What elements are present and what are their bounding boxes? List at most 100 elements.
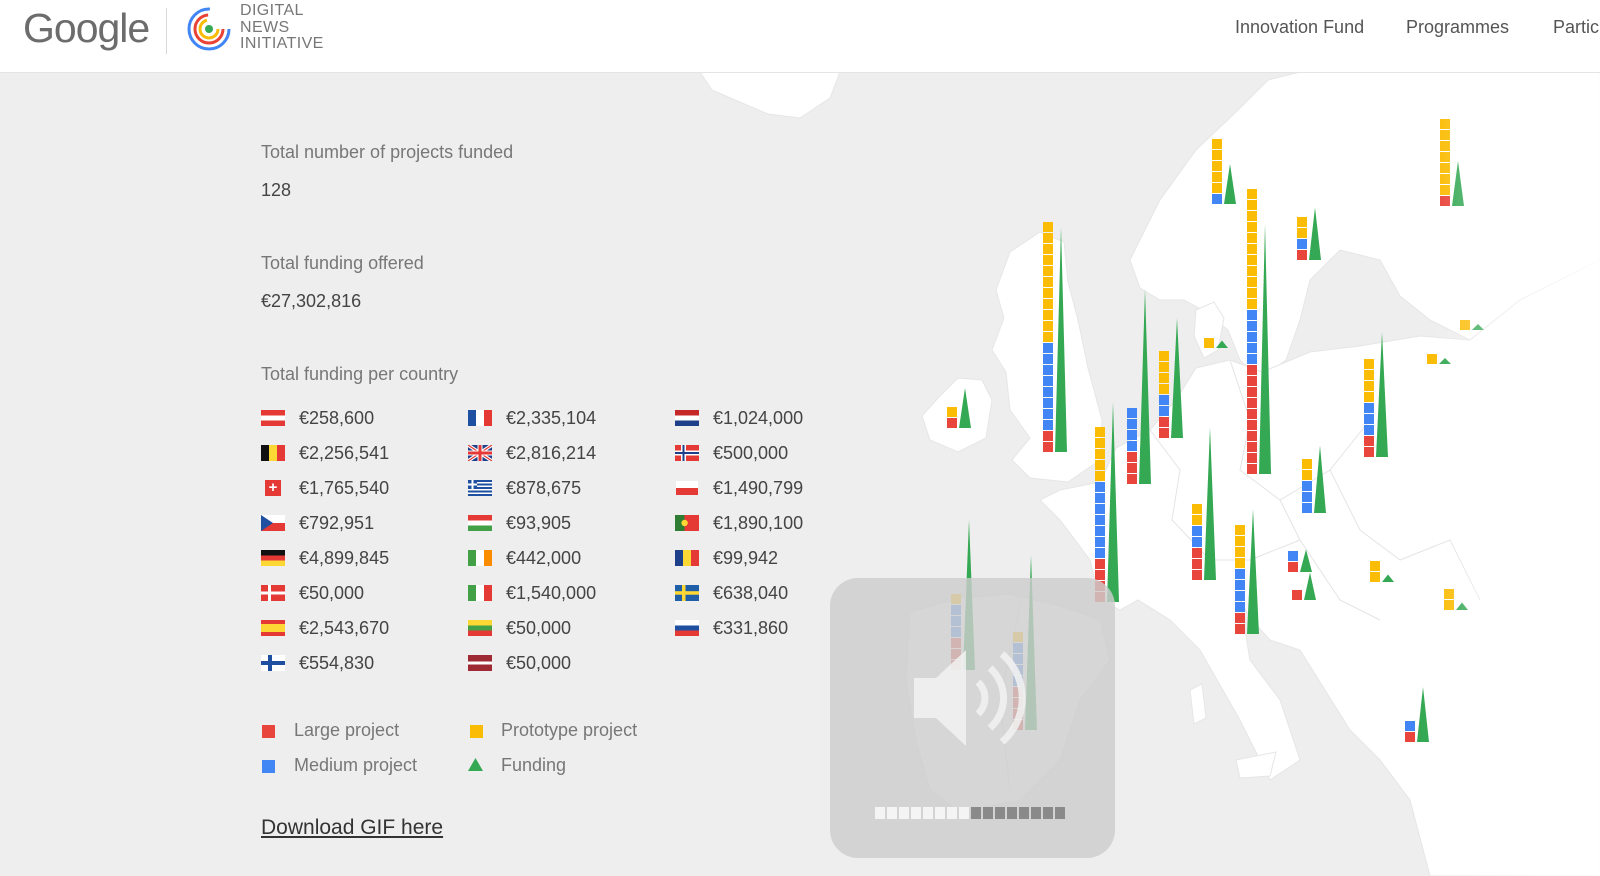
speaker-volume-icon	[914, 650, 1026, 746]
marker-italy[interactable]	[1235, 509, 1259, 634]
funding-triangle	[1259, 224, 1271, 474]
country-amount: €50,000	[506, 618, 572, 638]
medium-project-square	[1043, 387, 1053, 397]
marker-denmark[interactable]	[1204, 338, 1228, 348]
volume-step	[947, 807, 957, 819]
large-project-swatch	[262, 725, 275, 738]
prototype-project-square	[1440, 174, 1450, 184]
prototype-project-square	[1247, 288, 1257, 298]
large-project-square	[947, 418, 957, 428]
prototype-project-square	[1247, 189, 1257, 199]
medium-project-square	[1364, 425, 1374, 435]
volume-step	[911, 807, 921, 819]
prototype-project-square	[1247, 244, 1257, 254]
prototype-project-square	[1444, 589, 1454, 599]
medium-project-square	[1247, 354, 1257, 364]
volume-step	[1055, 807, 1065, 819]
prototype-project-square	[1440, 185, 1450, 195]
prototype-project-square	[1095, 471, 1105, 481]
dni-logo-line: INITIATIVE	[240, 35, 324, 52]
marker-czech-republic[interactable]	[1302, 445, 1326, 514]
medium-project-square	[1127, 430, 1137, 440]
prototype-project-square	[1043, 255, 1053, 265]
legend-large-label: Large project	[294, 720, 400, 740]
volume-step	[1019, 807, 1029, 819]
sweden-flag	[675, 585, 699, 601]
prototype-project-square	[1043, 233, 1053, 243]
slovenia-flag	[675, 620, 699, 636]
medium-project-square	[1159, 406, 1169, 416]
volume-step	[1007, 807, 1017, 819]
projects-funded-value: 128	[261, 180, 292, 200]
medium-project-square	[1095, 537, 1105, 547]
dni-logo-icon[interactable]	[186, 6, 232, 52]
portugal-flag	[675, 515, 699, 531]
country-amount: €2,335,104	[506, 408, 597, 428]
nav-programmes[interactable]: Programmes	[1406, 17, 1510, 37]
continental-europe-landmass	[1039, 259, 1600, 876]
country-amount: €638,040	[713, 583, 789, 603]
funding-triangle	[1224, 164, 1236, 204]
prototype-project-square	[1364, 381, 1374, 391]
country-amount: €792,951	[299, 513, 375, 533]
country-amount: €442,000	[506, 548, 582, 568]
marker-greece[interactable]	[1405, 687, 1429, 742]
netherlands-flag	[675, 410, 699, 426]
prototype-project-square	[1043, 266, 1053, 276]
prototype-project-square	[1235, 558, 1245, 568]
large-project-square	[1247, 398, 1257, 408]
country-amount: €2,816,214	[506, 443, 597, 463]
marker-hungary[interactable]	[1370, 561, 1394, 582]
belgium-flag	[261, 445, 285, 461]
prototype-project-square	[1364, 359, 1374, 369]
download-gif-link[interactable]: Download GIF here	[261, 816, 444, 839]
funding-triangle	[1376, 332, 1388, 457]
medium-project-square	[1235, 591, 1245, 601]
prototype-project-square	[1247, 266, 1257, 276]
prototype-project-square	[1095, 427, 1105, 437]
romania-flag	[675, 550, 699, 566]
funding-triangle	[1382, 574, 1394, 582]
marker-norway[interactable]	[1212, 139, 1236, 204]
marker-belgium[interactable]	[1127, 289, 1151, 484]
volume-step	[899, 807, 909, 819]
marker-sweden[interactable]	[1297, 207, 1321, 261]
funding-triangle	[1417, 687, 1429, 742]
dni-logo-wordmark[interactable]: DIGITAL NEWS INITIATIVE	[240, 2, 324, 53]
marker-poland[interactable]	[1364, 332, 1388, 457]
nav-partners[interactable]: Partic	[1553, 17, 1600, 37]
medium-project-square	[1159, 395, 1169, 405]
large-project-square	[1247, 420, 1257, 430]
marker-ireland[interactable]	[947, 388, 971, 428]
spain-flag	[261, 620, 285, 636]
large-project-square	[1095, 570, 1105, 580]
marker-slovenia[interactable]	[1292, 572, 1316, 601]
prototype-project-square	[1043, 310, 1053, 320]
volume-level-bar[interactable]	[875, 807, 1070, 819]
marker-switzerland[interactable]	[1192, 427, 1216, 581]
prototype-project-square	[1095, 438, 1105, 448]
funding-triangle	[1314, 445, 1326, 513]
finland-flag	[261, 655, 285, 671]
prototype-project-square	[1043, 222, 1053, 232]
country-amount: €2,543,670	[299, 618, 390, 638]
country-amount: €258,600	[299, 408, 375, 428]
germany-flag	[261, 550, 285, 566]
marker-netherlands[interactable]	[1159, 318, 1183, 438]
legend-funding-label: Funding	[501, 755, 567, 775]
marker-united-kingdom[interactable]	[1043, 222, 1067, 452]
funding-triangle	[1139, 289, 1151, 484]
switzerland-flag: +	[265, 480, 281, 496]
prototype-project-square	[1440, 141, 1450, 151]
nav-innovation-fund[interactable]: Innovation Fund	[1235, 17, 1365, 37]
medium-project-square	[1288, 551, 1298, 561]
marker-germany[interactable]	[1247, 189, 1271, 474]
marker-austria[interactable]	[1288, 549, 1312, 573]
prototype-project-square	[1247, 255, 1257, 265]
country-amount: €4,899,845	[299, 548, 390, 568]
ireland-flag	[468, 550, 492, 566]
volume-overlay	[830, 578, 1115, 858]
medium-project-square	[1043, 343, 1053, 353]
czech-republic-flag	[261, 515, 285, 531]
google-logo[interactable]: Google	[23, 5, 150, 51]
